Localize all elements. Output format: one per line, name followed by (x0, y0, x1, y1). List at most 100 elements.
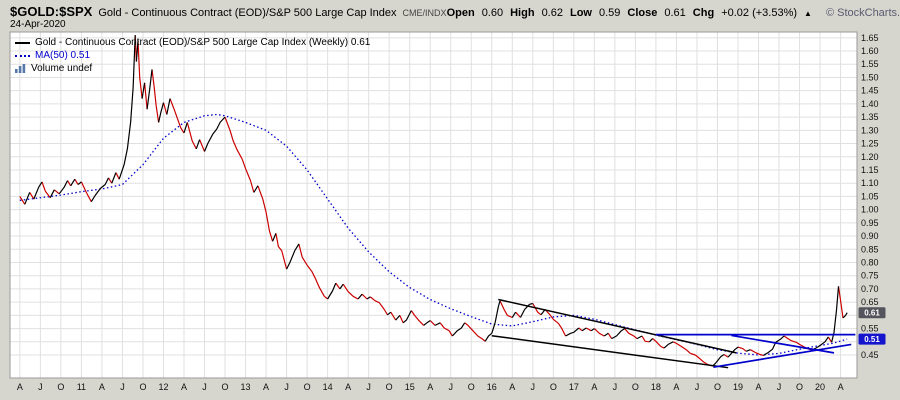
svg-text:17: 17 (569, 382, 579, 392)
open-value: 0.60 (481, 7, 504, 19)
svg-text:A: A (181, 382, 187, 392)
plot-border (9, 31, 858, 379)
svg-text:A: A (509, 382, 515, 392)
svg-text:0.90: 0.90 (861, 231, 879, 241)
chart-header: $GOLD:$SPX Gold - Continuous Contract (E… (10, 4, 900, 19)
svg-text:0.45: 0.45 (861, 350, 879, 360)
legend-volume-row: Volume undef (15, 62, 370, 75)
svg-text:O: O (139, 382, 146, 392)
svg-text:A: A (591, 382, 597, 392)
svg-text:1.45: 1.45 (861, 86, 879, 96)
low-label: Low (569, 7, 592, 19)
svg-text:1.20: 1.20 (861, 152, 879, 162)
svg-text:O: O (550, 382, 557, 392)
svg-text:J: J (284, 382, 289, 392)
svg-text:A: A (756, 382, 762, 392)
chg-value: +0.02 (+3.53%) (721, 7, 798, 19)
series-group (19, 35, 848, 367)
svg-text:0.70: 0.70 (861, 284, 879, 294)
svg-text:A: A (345, 382, 351, 392)
svg-text:O: O (57, 382, 64, 392)
gridlines (10, 32, 857, 378)
svg-text:11: 11 (77, 382, 86, 392)
svg-text:A: A (263, 382, 269, 392)
price-line-down (19, 35, 844, 367)
close-label: Close (627, 7, 658, 19)
trendline-annotations (491, 298, 856, 369)
volume-icon (15, 64, 26, 73)
price-line-swatch-icon (15, 41, 30, 44)
svg-text:16: 16 (487, 382, 497, 392)
legend-price-row: Gold - Continuous Contract (EOD)/S&P 500… (15, 36, 370, 49)
chg-up-arrow-icon: ▲ (804, 9, 812, 18)
svg-text:0.51: 0.51 (864, 335, 880, 344)
svg-text:0.55: 0.55 (861, 324, 879, 334)
ma-value-axis-bubble: 0.51 (858, 333, 886, 345)
chart-legend: Gold - Continuous Contract (EOD)/S&P 500… (15, 36, 370, 75)
svg-text:1.40: 1.40 (861, 99, 879, 109)
svg-text:J: J (777, 382, 782, 392)
svg-text:1.05: 1.05 (861, 191, 879, 201)
svg-text:1.50: 1.50 (861, 72, 879, 82)
svg-text:J: J (695, 382, 700, 392)
svg-text:O: O (632, 382, 639, 392)
svg-text:A: A (99, 382, 105, 392)
svg-text:J: J (38, 382, 43, 392)
symbol-ticker: $GOLD:$SPX (10, 4, 93, 19)
svg-text:18: 18 (651, 382, 661, 392)
svg-text:1.65: 1.65 (861, 33, 879, 43)
low-value: 0.59 (598, 7, 621, 19)
svg-text:A: A (838, 382, 844, 392)
legend-ma-label: MA(50) 0.51 (35, 50, 91, 61)
svg-text:1.15: 1.15 (861, 165, 879, 175)
quote-strip: Open 0.60 High 0.62 Low 0.59 Close 0.61 … (447, 7, 812, 19)
svg-text:12: 12 (158, 382, 168, 392)
svg-text:1.00: 1.00 (861, 205, 879, 215)
last-price-axis-bubble: 0.61 (858, 307, 886, 319)
svg-text:O: O (222, 382, 229, 392)
svg-text:1.55: 1.55 (861, 59, 879, 69)
svg-text:0.65: 0.65 (861, 297, 879, 307)
legend-ma-row: MA(50) 0.51 (15, 49, 370, 62)
chart-date: 24-Apr-2020 (10, 19, 66, 30)
legend-volume-label: Volume undef (31, 63, 93, 74)
chart-title: Gold - Continuous Contract (EOD)/S&P 500… (98, 7, 397, 19)
stockcharts-copyright-link[interactable]: © StockCharts.com (825, 7, 900, 19)
svg-text:1.10: 1.10 (861, 178, 879, 188)
svg-text:J: J (531, 382, 536, 392)
svg-text:0.75: 0.75 (861, 271, 879, 281)
chg-label: Chg (692, 7, 715, 19)
svg-text:1.60: 1.60 (861, 46, 879, 56)
svg-text:O: O (714, 382, 721, 392)
x-axis-labels: A J O 11 A J O 12 A J O 13 A J O 14 A J O 15 A J O 16 A J O 17 A J O 18… (17, 382, 844, 392)
svg-text:0.61: 0.61 (864, 309, 880, 318)
ma50-line (19, 113, 848, 356)
svg-text:0.95: 0.95 (861, 218, 879, 228)
svg-text:O: O (304, 382, 311, 392)
svg-text:0.80: 0.80 (861, 257, 879, 267)
svg-text:J: J (202, 382, 207, 392)
svg-text:15: 15 (405, 382, 415, 392)
svg-text:19: 19 (733, 382, 743, 392)
price-line-up (24, 35, 848, 367)
close-value: 0.61 (664, 7, 686, 19)
svg-text:A: A (673, 382, 679, 392)
svg-text:A: A (427, 382, 433, 392)
legend-price-label: Gold - Continuous Contract (EOD)/S&P 500… (35, 37, 371, 48)
svg-text:O: O (468, 382, 475, 392)
svg-text:O: O (386, 382, 393, 392)
svg-text:13: 13 (241, 382, 251, 392)
svg-text:J: J (366, 382, 371, 392)
svg-text:1.35: 1.35 (861, 112, 879, 122)
svg-text:1.25: 1.25 (861, 139, 879, 149)
open-label: Open (446, 7, 475, 19)
svg-text:20: 20 (815, 382, 825, 392)
ma-line-swatch-icon (15, 54, 30, 57)
high-label: High (510, 7, 535, 19)
high-value: 0.62 (541, 7, 563, 19)
svg-text:J: J (613, 382, 618, 392)
svg-text:A: A (17, 382, 23, 392)
svg-text:14: 14 (323, 382, 333, 392)
